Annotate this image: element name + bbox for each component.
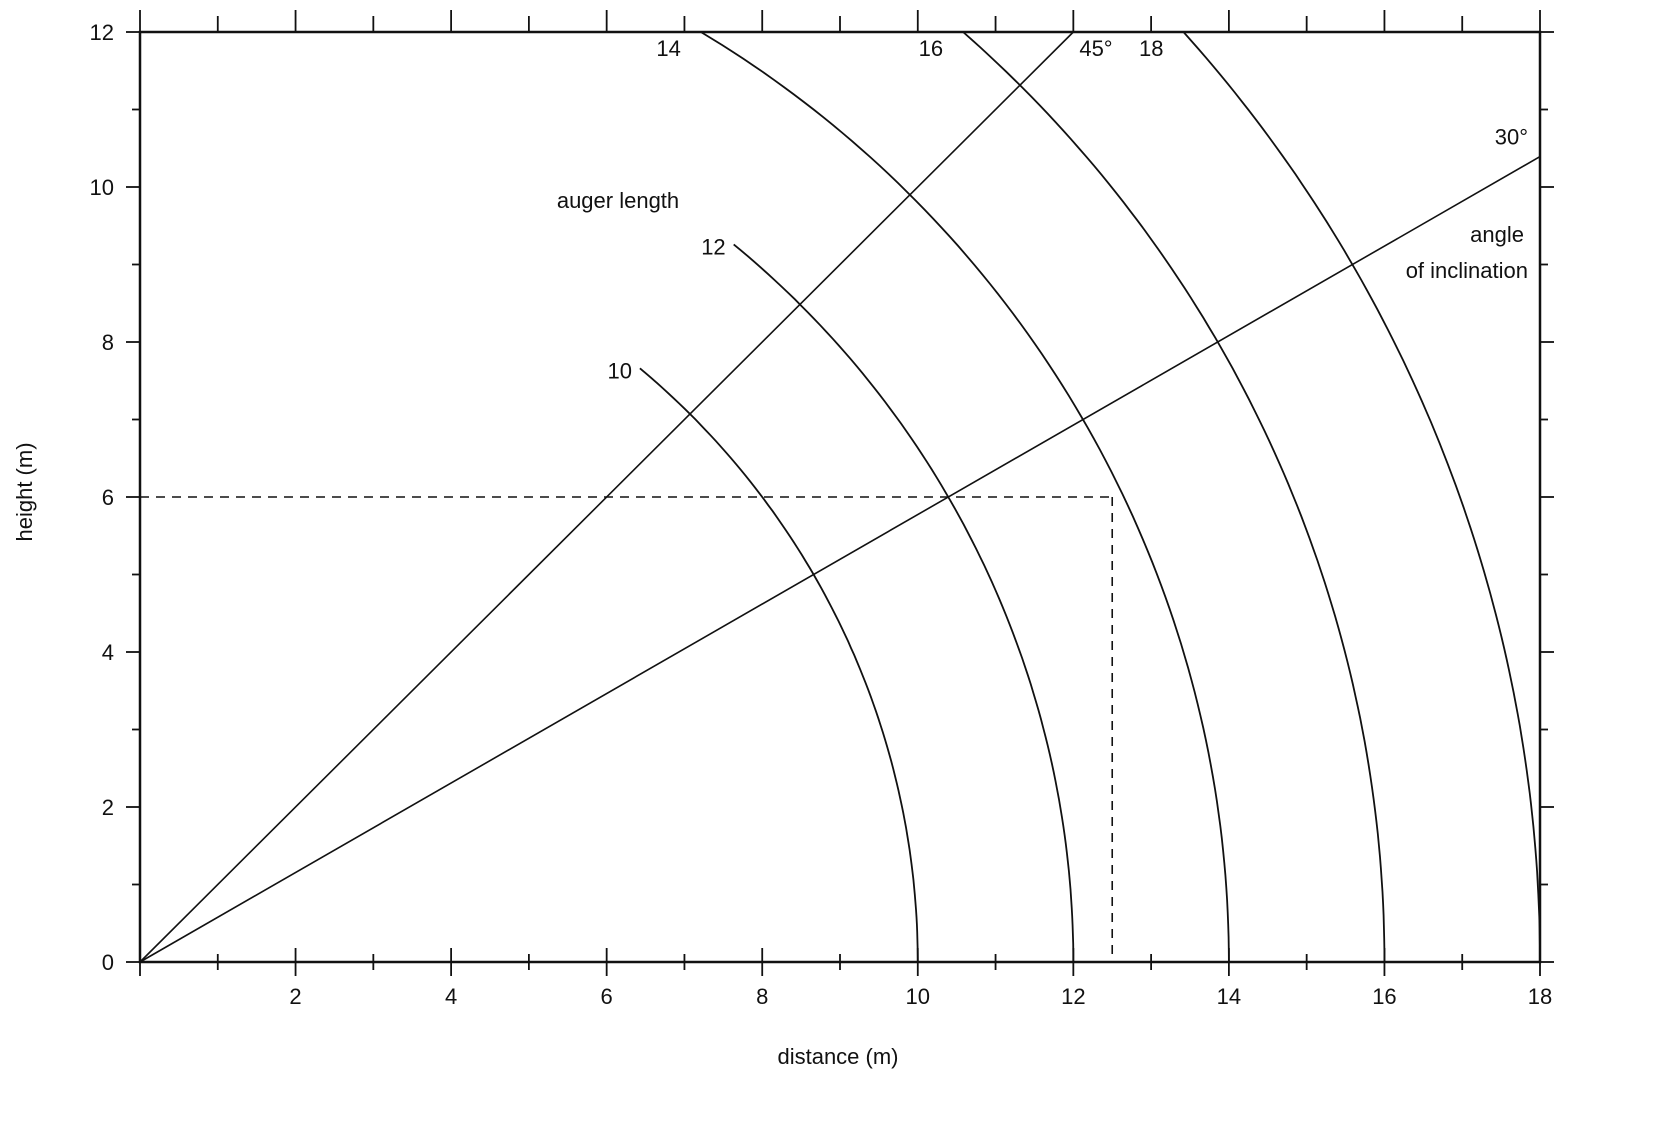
x-tick-label: 4 [445, 984, 457, 1009]
y-tick-label: 6 [102, 485, 114, 510]
x-tick-label: 2 [289, 984, 301, 1009]
angle-label-45: 45° [1079, 36, 1112, 61]
angle-label-30: 30° [1495, 125, 1528, 150]
labels-group: 2 4 6 8 10 12 14 16 18 0 2 4 6 8 10 12 45° 30° 10 12 14 16 18 [90, 20, 1553, 1009]
example-guide-group [140, 496, 1114, 962]
y-tick-label: 10 [90, 175, 114, 200]
auger-length-label: 14 [656, 36, 680, 61]
x-tick-label: 18 [1528, 984, 1552, 1009]
auger-arc-16 [962, 31, 1386, 962]
x-tick-label: 12 [1061, 984, 1085, 1009]
x-tick-label: 8 [756, 984, 768, 1009]
y-tick-label: 4 [102, 640, 114, 665]
y-tick-label: 0 [102, 950, 114, 975]
x-tick-label: 16 [1372, 984, 1396, 1009]
angle-line-30 [139, 155, 1541, 963]
auger-arc-18 [1182, 31, 1541, 962]
angle-title-line-2: of inclination [1406, 258, 1528, 283]
y-tick-label: 2 [102, 795, 114, 820]
x-tick-label: 14 [1217, 984, 1241, 1009]
x-tick-label: 6 [601, 984, 613, 1009]
x-tick-label: 10 [906, 984, 930, 1009]
y-axis-title: height (m) [12, 442, 37, 541]
auger-length-arcs-group [639, 31, 1541, 963]
auger-length-label: 16 [919, 36, 943, 61]
axes-group [126, 10, 1554, 976]
auger-length-label: 10 [607, 358, 631, 383]
auger-arc-10 [639, 367, 919, 963]
x-axis-title: distance (m) [777, 1044, 898, 1069]
y-tick-label: 12 [90, 20, 114, 45]
auger-length-label: 12 [701, 234, 725, 259]
auger-arc-12 [733, 243, 1075, 962]
auger-length-title: auger length [557, 188, 679, 213]
y-tick-label: 8 [102, 330, 114, 355]
auger-length-label: 18 [1139, 36, 1163, 61]
auger-arc-14 [700, 31, 1230, 963]
angle-title-line-1: angle [1470, 222, 1524, 247]
